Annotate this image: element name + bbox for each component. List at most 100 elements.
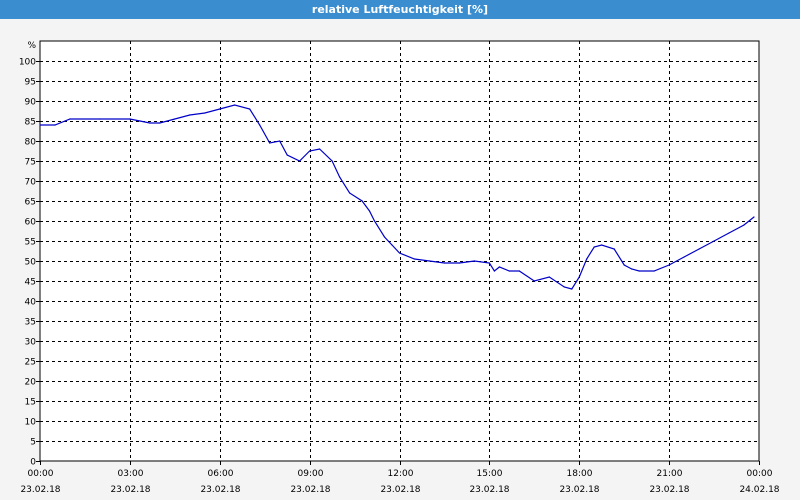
humidity-data-point [54, 124, 56, 126]
x-tick-time-label: 09:00 [298, 469, 324, 479]
humidity-data-point [428, 260, 431, 262]
humidity-data-point [493, 270, 495, 272]
y-axis-unit-label: % [27, 41, 36, 51]
y-tick-label: 10 [25, 418, 37, 428]
humidity-data-point [743, 224, 745, 226]
x-tick-date-label: 23.02.18 [110, 485, 150, 495]
humidity-data-point [319, 148, 321, 150]
plot-area [39, 40, 760, 462]
humidity-data-point [174, 118, 176, 120]
x-tick-time-label: 06:00 [208, 469, 234, 479]
humidity-data-point [299, 160, 301, 162]
humidity-data-point [234, 104, 236, 106]
humidity-data-point [593, 246, 595, 248]
humidity-data-point [563, 286, 565, 288]
humidity-data-point [683, 256, 685, 258]
humidity-data-point [331, 160, 333, 162]
x-tick-time-label: 21:00 [657, 469, 683, 479]
x-tick-time-label: 00:00 [28, 469, 54, 479]
x-tick-time-label: 18:00 [567, 469, 593, 479]
humidity-data-point [571, 288, 573, 290]
y-tick-label: 95 [25, 78, 36, 88]
humidity-data-point [488, 262, 490, 264]
y-tick-label: 100 [19, 58, 36, 68]
humidity-data-point [391, 244, 393, 246]
humidity-data-point [638, 270, 640, 272]
humidity-data-point [373, 220, 376, 222]
y-tick-label: 0 [30, 458, 36, 468]
y-tick-label: 85 [25, 118, 36, 128]
y-tick-label: 25 [25, 358, 36, 368]
humidity-data-point [508, 270, 510, 272]
x-tick-date-label: 23.02.18 [469, 485, 509, 495]
humidity-data-point [39, 124, 41, 126]
x-tick-date-label: 23.02.18 [649, 485, 689, 495]
humidity-data-point [269, 142, 271, 144]
x-tick-date-label: 23.02.18 [559, 485, 599, 495]
y-tick-label: 65 [25, 198, 36, 208]
humidity-data-point [398, 252, 401, 254]
humidity-data-point [668, 264, 670, 266]
x-tick-date-label: 23.02.18 [380, 485, 420, 495]
humidity-data-point [349, 192, 351, 194]
y-tick-label: 50 [25, 258, 37, 268]
x-tick-time-label: 15:00 [477, 469, 503, 479]
humidity-data-point [189, 114, 191, 116]
humidity-data-point [601, 244, 603, 246]
humidity-data-point [518, 270, 520, 272]
humidity-data-point [139, 120, 141, 122]
y-tick-label: 5 [30, 438, 36, 448]
humidity-data-point [286, 154, 288, 156]
humidity-data-point [578, 276, 580, 278]
humidity-data-point [443, 262, 445, 264]
y-tick-label: 60 [25, 218, 37, 228]
humidity-data-point [586, 258, 588, 260]
x-tick-date-label: 24.02.18 [739, 485, 779, 495]
humidity-data-point [458, 262, 460, 264]
humidity-data-point [309, 150, 311, 152]
y-tick-label: 80 [25, 138, 37, 148]
humidity-data-point [249, 108, 251, 110]
humidity-series-line [40, 104, 755, 290]
humidity-data-point [149, 122, 151, 124]
humidity-data-point [129, 118, 131, 120]
humidity-data-point [204, 112, 206, 114]
x-tick-time-label: 03:00 [118, 469, 144, 479]
x-tick-date-label: 23.02.18 [200, 485, 240, 495]
humidity-data-point [339, 176, 341, 178]
humidity-data-point [99, 118, 101, 120]
x-tick-time-label: 12:00 [388, 469, 414, 479]
y-tick-label: 35 [25, 318, 36, 328]
x-tick-date-label: 23.02.18 [20, 485, 60, 495]
humidity-data-point [728, 232, 730, 234]
y-tick-label: 70 [25, 178, 37, 188]
humidity-data-point [653, 270, 655, 272]
humidity-data-point [533, 280, 535, 282]
humidity-data-point [698, 248, 700, 250]
y-tick-label: 15 [25, 398, 36, 408]
window-title: relative Luftfeuchtigkeit [%] [0, 0, 800, 19]
humidity-data-point [623, 264, 625, 266]
humidity-data-point [69, 118, 71, 120]
humidity-data-point [219, 108, 221, 110]
y-tick-label: 55 [25, 238, 36, 248]
y-tick-label: 40 [25, 298, 37, 308]
humidity-data-point [753, 216, 755, 218]
humidity-data-point [413, 258, 416, 260]
x-tick-time-label: 00:00 [747, 469, 773, 479]
y-tick-label: 20 [25, 378, 37, 388]
humidity-data-point [473, 260, 475, 262]
humidity-data-point [498, 266, 500, 268]
y-tick-label: 45 [25, 278, 36, 288]
y-tick-label: 90 [25, 98, 37, 108]
humidity-data-point [159, 122, 161, 124]
humidity-data-point [631, 268, 633, 270]
y-tick-label: 30 [25, 338, 37, 348]
humidity-data-point [713, 240, 715, 242]
humidity-data-point [613, 248, 615, 250]
x-tick-date-label: 23.02.18 [290, 485, 330, 495]
humidity-data-point [361, 200, 363, 202]
humidity-data-point [368, 210, 371, 212]
